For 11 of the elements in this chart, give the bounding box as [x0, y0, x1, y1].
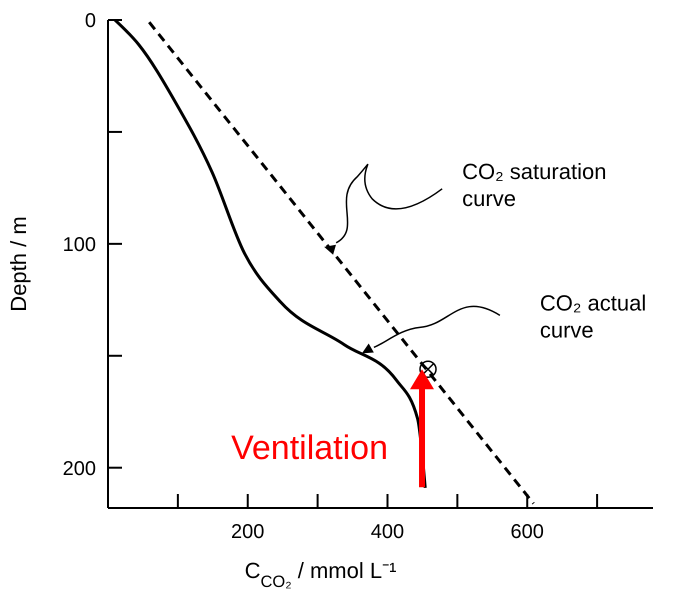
y-axis-title: Depth / m: [6, 216, 31, 312]
x-tick-label: 600: [510, 521, 544, 544]
annotation: CO₂ actual curve: [540, 290, 646, 342]
y-tick-label: 200: [62, 458, 96, 480]
annotation: CO₂ saturation curve: [462, 158, 606, 211]
annotation: Ventilation: [231, 429, 388, 468]
y-tick-label: 100: [62, 234, 96, 256]
x-tick-label: 400: [370, 521, 404, 544]
y-tick-label: 0: [84, 10, 96, 32]
x-axis-title: C$_{CO₂}$ / mmol L⁻¹: [244, 558, 396, 591]
x-tick-label: 200: [231, 521, 264, 544]
